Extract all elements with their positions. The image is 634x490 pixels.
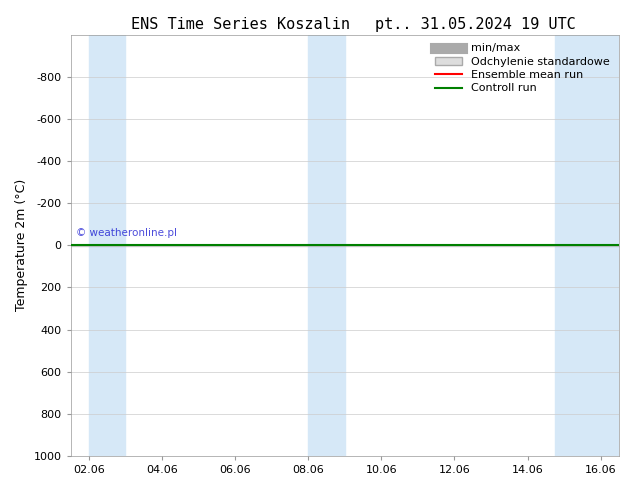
Bar	[555, 35, 610, 456]
Text: © weatheronline.pl: © weatheronline.pl	[76, 228, 177, 238]
Bar	[308, 35, 345, 456]
Y-axis label: Temperature 2m (°C): Temperature 2m (°C)	[15, 179, 28, 312]
Text: pt.. 31.05.2024 19 UTC: pt.. 31.05.2024 19 UTC	[375, 17, 576, 32]
Legend: min/max, Odchylenie standardowe, Ensemble mean run, Controll run: min/max, Odchylenie standardowe, Ensembl…	[431, 40, 614, 97]
Bar	[89, 35, 126, 456]
Text: ENS Time Series Koszalin: ENS Time Series Koszalin	[131, 17, 351, 32]
Bar	[564, 35, 619, 456]
